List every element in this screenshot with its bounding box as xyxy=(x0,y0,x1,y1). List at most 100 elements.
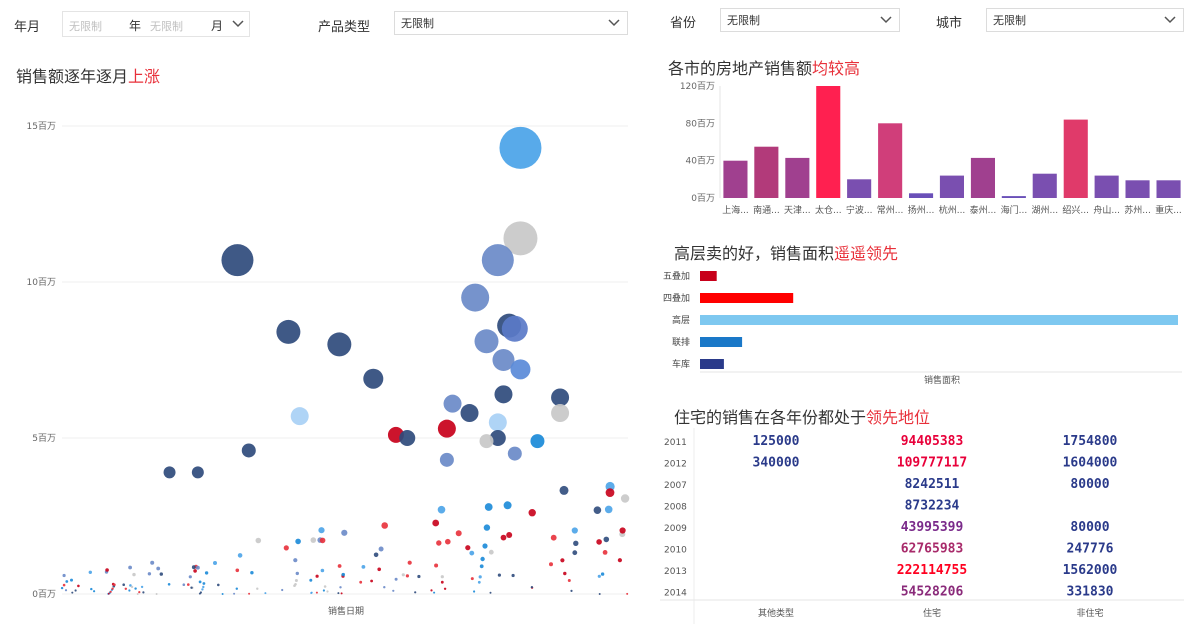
scatter-point xyxy=(62,583,66,587)
year-unit-label: 年 xyxy=(129,19,142,33)
scatter-point xyxy=(64,589,68,592)
scatter-point xyxy=(483,524,491,531)
bar-title: 各市的房地产销售额均较高 xyxy=(668,55,860,79)
scatter-point xyxy=(482,543,488,549)
scatter-point xyxy=(159,572,163,576)
scatter-point xyxy=(407,560,412,565)
bar-category-label: 上海... xyxy=(722,204,749,216)
scatter-point xyxy=(337,592,340,595)
table-row-year: 2008 xyxy=(664,503,687,513)
bar-category-label: 舟山... xyxy=(1093,204,1120,216)
type-bar xyxy=(700,337,743,347)
city-select[interactable]: 无限制 xyxy=(986,8,1184,32)
scatter-point xyxy=(196,565,200,570)
scatter-point xyxy=(377,567,382,572)
bar-y-tick-label: 0百万 xyxy=(691,193,715,204)
scatter-point xyxy=(264,592,267,595)
city-bar xyxy=(754,146,779,198)
scatter-point xyxy=(113,583,116,586)
scatter-point xyxy=(128,589,131,592)
scatter-point xyxy=(132,572,136,577)
table-column-header: 住宅 xyxy=(923,607,941,619)
scatter-point xyxy=(256,587,259,590)
product-type-select[interactable]: 无限制 xyxy=(394,11,628,35)
scatter-point xyxy=(401,573,405,577)
table-column-header: 非住宅 xyxy=(1076,607,1103,619)
scatter-point xyxy=(199,591,202,594)
scatter-point xyxy=(339,586,342,589)
scatter-point xyxy=(60,586,64,590)
scatter-point xyxy=(478,575,482,579)
scatter-point xyxy=(310,592,313,594)
scatter-point xyxy=(605,488,615,497)
scatter-point xyxy=(318,527,325,534)
scatter-point xyxy=(443,587,447,590)
scatter-point xyxy=(310,537,317,543)
scatter-point xyxy=(489,430,506,446)
scatter-point xyxy=(124,587,128,590)
scatter-point xyxy=(480,556,485,562)
scatter-point xyxy=(440,580,444,584)
scatter-point xyxy=(276,319,301,344)
province-value: 无限制 xyxy=(727,14,760,27)
hbar-category-label: 四叠加 xyxy=(663,293,690,304)
city-bar xyxy=(909,193,934,198)
scatter-point xyxy=(191,565,196,570)
scatter-point xyxy=(500,534,507,541)
scatter-y-tick-label: 0百万 xyxy=(32,589,56,600)
city-bar xyxy=(723,160,748,198)
scatter-point xyxy=(434,563,439,568)
scatter-point xyxy=(191,466,204,479)
table-row-year: 2013 xyxy=(664,567,687,577)
province-label: 省份 xyxy=(670,16,697,31)
city-bar xyxy=(1094,175,1119,198)
scatter-point xyxy=(479,564,484,569)
bar-category-label: 宁波... xyxy=(846,204,873,216)
scatter-point xyxy=(341,572,345,577)
scatter-point xyxy=(383,586,386,589)
scatter-point xyxy=(602,550,608,555)
scatter-point xyxy=(596,539,602,545)
bar-y-tick-label: 40百万 xyxy=(686,156,715,167)
province-select[interactable]: 无限制 xyxy=(720,8,900,32)
scatter-y-tick-label: 15百万 xyxy=(27,121,56,132)
scatter-point xyxy=(283,545,289,551)
scatter-point xyxy=(337,564,342,568)
scatter-point xyxy=(488,413,507,432)
scatter-point xyxy=(460,404,479,423)
scatter-point xyxy=(617,558,623,563)
scatter-chart: 0百万 5百万 10百万 15百万 销售日期 xyxy=(27,121,630,617)
scatter-point xyxy=(70,578,73,582)
scatter-point xyxy=(322,589,325,592)
scatter-point xyxy=(74,589,77,592)
chevron-down-icon[interactable] xyxy=(231,17,245,31)
table-cell: 43995399 xyxy=(901,520,964,535)
scatter-point xyxy=(281,588,284,592)
scatter-point xyxy=(105,568,109,572)
scatter-point xyxy=(437,505,446,514)
scatter-point xyxy=(187,583,190,586)
scatter-point xyxy=(122,583,125,586)
scatter-point xyxy=(392,589,395,592)
scatter-point xyxy=(603,536,610,543)
table-row-year: 2011 xyxy=(664,438,687,448)
scatter-point xyxy=(167,583,171,586)
city-bar xyxy=(785,157,810,198)
scatter-point xyxy=(378,546,384,552)
scatter-point xyxy=(479,434,494,449)
year-input[interactable]: 无限制 xyxy=(69,20,102,33)
scatter-point xyxy=(315,591,318,594)
scatter-point xyxy=(198,580,202,584)
table-cell: 340000 xyxy=(753,456,800,471)
yearmonth-label: 年月 xyxy=(14,20,41,35)
scatter-point xyxy=(319,537,326,544)
bar-category-label: 绍兴... xyxy=(1062,204,1089,216)
scatter-point xyxy=(530,586,534,589)
month-input[interactable]: 无限制 xyxy=(150,20,183,33)
scatter-point xyxy=(320,568,325,573)
bar-category-label: 天津... xyxy=(784,205,811,216)
yearmonth-picker[interactable]: 无限制 年 无限制 月 xyxy=(62,11,250,37)
scatter-point xyxy=(341,529,348,536)
scatter-point xyxy=(315,574,319,578)
scatter-title-highlight: 上涨 xyxy=(128,67,161,86)
